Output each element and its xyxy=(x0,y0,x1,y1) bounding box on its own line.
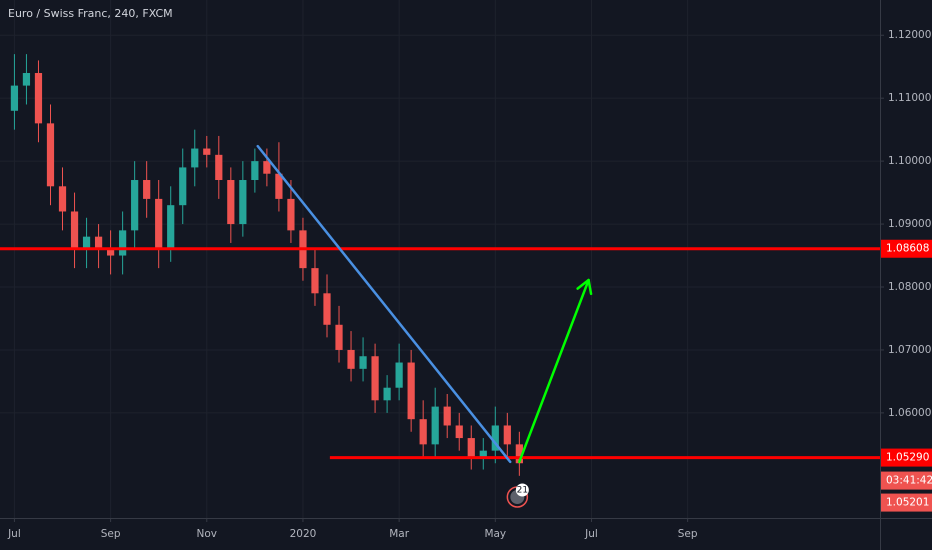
price-axis xyxy=(880,0,932,550)
trendline xyxy=(256,144,512,464)
y-tick-label: 1.06000 xyxy=(888,407,931,419)
candle-body xyxy=(155,198,163,250)
events-badge-label: 21 xyxy=(517,486,528,496)
level-price-tag: 1.05290 xyxy=(886,452,929,464)
candle-body xyxy=(203,148,211,155)
candle-body xyxy=(263,161,271,174)
candle-body xyxy=(311,268,319,294)
y-tick-label: 1.12000 xyxy=(888,29,931,41)
x-tick-label: 2020 xyxy=(290,528,317,540)
candle-body xyxy=(215,154,223,181)
candle-body xyxy=(10,85,19,111)
candle-body xyxy=(143,180,151,199)
x-tick-label: May xyxy=(484,528,506,540)
y-tick-label: 1.07000 xyxy=(888,344,931,356)
candle-body xyxy=(371,356,379,401)
candle-body xyxy=(179,167,187,206)
candle-body xyxy=(131,180,139,231)
candle-body xyxy=(455,425,463,439)
candle-body xyxy=(106,249,115,256)
candle-body xyxy=(479,450,487,457)
level-price-tag-box xyxy=(881,239,932,258)
x-tick-label: Jul xyxy=(584,528,598,540)
chart-title: Euro / Swiss Franc, 240, FXCM xyxy=(8,7,173,20)
candle-body xyxy=(46,123,55,187)
current-price-tag-box xyxy=(881,493,932,512)
level-price-tag: 1.08608 xyxy=(886,243,929,255)
candle-body xyxy=(119,230,127,256)
y-tick-label: 1.09000 xyxy=(888,218,931,230)
candle-body xyxy=(419,419,427,445)
x-tick-label: Sep xyxy=(678,528,698,540)
current-price-tag: 1.05201 xyxy=(886,497,929,509)
candle-body xyxy=(167,205,175,250)
candle-body xyxy=(227,180,235,225)
candle-body xyxy=(34,73,43,124)
countdown-tag: 03:41:42 xyxy=(886,475,932,487)
candle-body xyxy=(70,211,79,250)
candle-body xyxy=(275,173,283,199)
candle-body xyxy=(407,362,415,420)
candle-body xyxy=(58,186,67,212)
projection-arrow xyxy=(518,278,590,464)
candle-body xyxy=(22,73,31,86)
candle-body xyxy=(323,293,331,325)
candle-body xyxy=(467,438,475,457)
countdown-tag-box xyxy=(881,471,932,490)
candle-body xyxy=(82,236,91,250)
candle-body xyxy=(94,236,103,250)
y-tick-label: 1.08000 xyxy=(888,281,931,293)
x-tick-label: Jul xyxy=(7,528,21,540)
candle-body xyxy=(347,349,355,369)
candle-body xyxy=(395,362,403,388)
candle-body xyxy=(443,406,451,426)
candle-body xyxy=(335,324,343,350)
candle-body xyxy=(191,148,199,168)
candle-body xyxy=(251,161,259,181)
candle-body xyxy=(491,425,499,451)
y-tick-label: 1.11000 xyxy=(888,92,931,104)
candle-body xyxy=(515,444,523,464)
level-price-tag-box xyxy=(881,448,932,467)
x-tick-label: Mar xyxy=(389,528,409,540)
y-tick-label: 1.10000 xyxy=(888,155,931,167)
candle-body xyxy=(239,180,247,225)
candle-body xyxy=(383,387,391,401)
arrow-head xyxy=(576,278,593,296)
candle-body xyxy=(503,425,511,445)
x-tick-label: Nov xyxy=(197,528,218,540)
candle-body xyxy=(287,198,295,231)
candle-body xyxy=(359,356,367,369)
x-tick-label: Sep xyxy=(101,528,121,540)
candle-body xyxy=(431,406,439,445)
events-badge xyxy=(515,483,529,497)
